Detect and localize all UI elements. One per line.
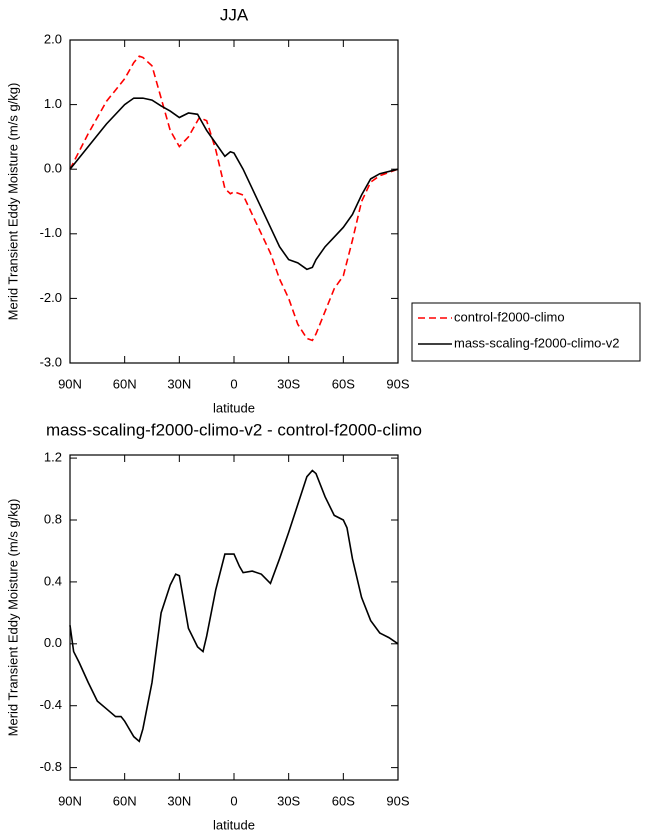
x-tick-label: 30N	[167, 793, 191, 808]
legend-label: mass-scaling-f2000-climo-v2	[454, 335, 619, 350]
data-line	[69, 469, 399, 743]
y-tick-label: 0.0	[44, 635, 62, 650]
data-line	[69, 55, 399, 342]
y-tick-label: 0.0	[44, 161, 62, 176]
y-tick-label: 0.4	[44, 573, 62, 588]
plot-frame	[69, 454, 399, 781]
x-tick-label: 30N	[167, 376, 191, 391]
x-tick-label: 30S	[277, 376, 300, 391]
x-tick-label: 90S	[386, 376, 409, 391]
y-tick-label: -1.0	[40, 225, 62, 240]
chart-title: JJA	[220, 5, 249, 24]
legend-box	[411, 302, 641, 362]
y-axis-label: Merid Transient Eddy Moisture (m/s g/kg)	[5, 499, 20, 737]
y-tick-label: -0.4	[40, 697, 62, 712]
x-axis-label: latitude	[213, 400, 255, 415]
y-tick-label: 2.0	[44, 31, 62, 46]
y-axis-label: Merid Transient Eddy Moisture (m/s g/kg)	[5, 83, 20, 321]
data-line	[69, 97, 399, 271]
x-tick-label: 60S	[332, 376, 355, 391]
legend-label: control-f2000-climo	[454, 309, 565, 324]
x-tick-label: 90N	[58, 376, 82, 391]
y-tick-label: -3.0	[40, 354, 62, 369]
chart-title: mass-scaling-f2000-climo-v2 - control-f2…	[46, 420, 422, 439]
x-tick-label: 90N	[58, 793, 82, 808]
x-tick-label: 90S	[386, 793, 409, 808]
plot-frame	[69, 39, 399, 364]
x-tick-label: 60S	[332, 793, 355, 808]
y-tick-label: -2.0	[40, 290, 62, 305]
x-tick-label: 0	[230, 376, 237, 391]
y-tick-label: 1.0	[44, 96, 62, 111]
x-axis-label: latitude	[213, 817, 255, 832]
y-tick-label: 1.2	[44, 450, 62, 465]
x-tick-label: 30S	[277, 793, 300, 808]
x-tick-label: 0	[230, 793, 237, 808]
y-tick-label: -0.8	[40, 759, 62, 774]
x-tick-label: 60N	[113, 793, 137, 808]
y-tick-label: 0.8	[44, 511, 62, 526]
x-tick-label: 60N	[113, 376, 137, 391]
